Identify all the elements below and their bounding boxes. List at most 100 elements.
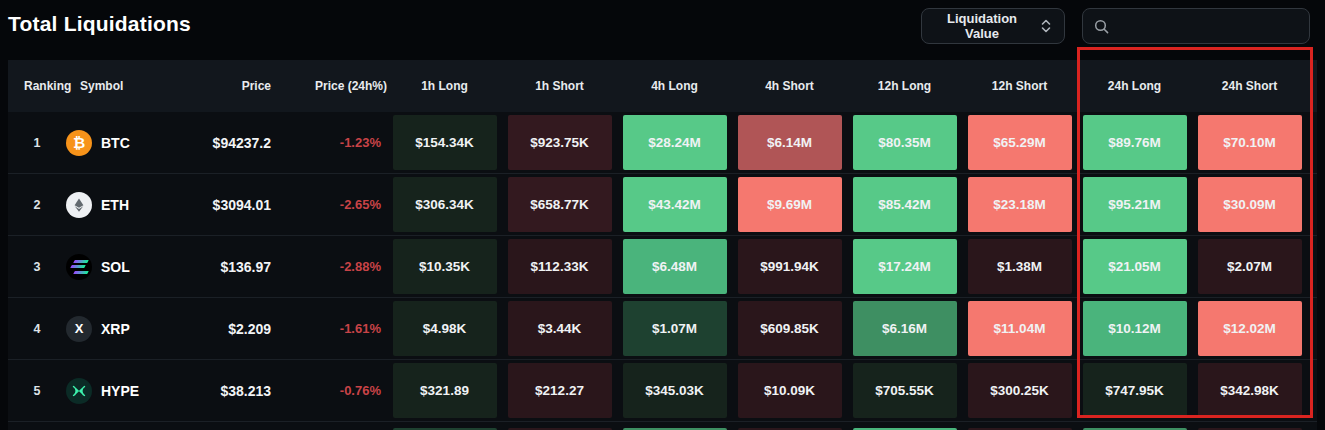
btc-icon: ₿ — [66, 130, 92, 156]
liquidation-cell-24h-short: $342.98K — [1198, 363, 1302, 418]
liquidation-cell-1h-short: $658.77K — [508, 177, 612, 232]
liquidation-cell-4h-long: $6.48M — [623, 239, 727, 294]
price-value: $2.209 — [191, 321, 271, 337]
symbol-cell: X XRP — [66, 316, 191, 342]
price-value: $94237.2 — [191, 135, 271, 151]
rank-value: 1 — [8, 136, 66, 150]
liquidation-cell-24h-short: $12.02M — [1198, 301, 1302, 356]
table-row-eth[interactable]: 2 ETH $3094.01-2.65% $306.34K$658.77K$43.42… — [8, 174, 1317, 236]
liquidation-cell-12h-short: $11.04M — [968, 301, 1072, 356]
search-box[interactable] — [1082, 8, 1310, 44]
price-change-value: -2.88% — [271, 259, 387, 274]
price-value: $136.97 — [191, 259, 271, 275]
liquidation-cell-1h-short: $112.33K — [508, 239, 612, 294]
liquidation-cell-12h-short: $1.38M — [968, 239, 1072, 294]
rank-value: 2 — [8, 198, 66, 212]
symbol-label: XRP — [101, 321, 130, 337]
sol-icon — [66, 254, 92, 280]
symbol-label: HYPE — [101, 383, 139, 399]
liquidation-cell-4h-short: $6.14M — [738, 115, 842, 170]
liquidation-cell-1h-short: $212.27 — [508, 363, 612, 418]
column-header-price[interactable]: Price — [191, 79, 271, 93]
liquidation-cell-24h-long: $95.21M — [1083, 177, 1187, 232]
liquidation-cell-1h-long: $306.34K — [393, 177, 497, 232]
liquidation-cell-12h-short: $300.25K — [968, 363, 1072, 418]
column-header-24h-long[interactable]: 24h Long — [1077, 79, 1192, 93]
liquidation-cell-1h-long: $4.98K — [393, 301, 497, 356]
liquidation-cell-12h-short: $23.18M — [968, 177, 1072, 232]
liquidation-cell-4h-long: $28.24M — [623, 115, 727, 170]
liquidation-cell-24h-short: $70.10M — [1198, 115, 1302, 170]
symbol-cell: ₿ BTC — [66, 130, 191, 156]
liquidations-page: Total Liquidations Liquidation Value — [0, 0, 1325, 430]
column-header-symbol[interactable]: Symbol — [66, 79, 191, 93]
liquidation-cell-12h-long: $6.16M — [853, 301, 957, 356]
top-bar: Total Liquidations Liquidation Value — [0, 0, 1325, 60]
liquidation-cell-4h-short: $10.09K — [738, 363, 842, 418]
liquidation-table-body: 1₿ BTC $94237.2-1.23% $154.34K$923.75K$28.2… — [8, 112, 1317, 422]
column-header-1h-long[interactable]: 1h Long — [387, 79, 502, 93]
liquidation-cell-1h-short: $3.44K — [508, 301, 612, 356]
table-row-hype[interactable]: 5 HYPE $38.213-0.76% $321.89$212.27$345.03K… — [8, 360, 1317, 422]
table-row-xrp[interactable]: 4X XRP $2.209-1.61% $4.98K$3.44K$1.07M$609.… — [8, 298, 1317, 360]
symbol-label: ETH — [101, 197, 129, 213]
column-header-1h-short[interactable]: 1h Short — [502, 79, 617, 93]
liquidations-table: RankingSymbolPricePrice (24h%)1h Long1h … — [8, 60, 1317, 430]
hype-icon — [66, 378, 92, 404]
page-title: Total Liquidations — [8, 12, 191, 36]
liquidation-cell-1h-long: $10.35K — [393, 239, 497, 294]
price-value: $38.213 — [191, 383, 271, 399]
liquidation-cell-1h-short: $923.75K — [508, 115, 612, 170]
column-header-price-24h-[interactable]: Price (24h%) — [271, 79, 387, 93]
rank-value: 3 — [8, 260, 66, 274]
column-header-4h-short[interactable]: 4h Short — [732, 79, 847, 93]
rank-value: 5 — [8, 384, 66, 398]
table-header-row: RankingSymbolPricePrice (24h%)1h Long1h … — [8, 60, 1317, 112]
liquidation-cell-24h-long: $747.95K — [1083, 363, 1187, 418]
liquidation-cell-12h-short: $65.29M — [968, 115, 1072, 170]
liquidation-cell-12h-long: $17.24M — [853, 239, 957, 294]
xrp-icon: X — [66, 316, 92, 342]
liquidation-cell-1h-long: $154.34K — [393, 115, 497, 170]
symbol-cell: SOL — [66, 254, 191, 280]
column-header-12h-short[interactable]: 12h Short — [962, 79, 1077, 93]
liquidation-cell-12h-long: $80.35M — [853, 115, 957, 170]
chevron-updown-icon — [1040, 18, 1052, 34]
column-header-ranking[interactable]: Ranking — [8, 79, 66, 93]
price-change-value: -1.61% — [271, 321, 387, 336]
search-input[interactable] — [1118, 19, 1299, 34]
liquidation-value-dropdown[interactable]: Liquidation Value — [921, 8, 1065, 44]
liquidation-cell-24h-long: $89.76M — [1083, 115, 1187, 170]
column-header-12h-long[interactable]: 12h Long — [847, 79, 962, 93]
liquidation-cell-4h-short: $9.69M — [738, 177, 842, 232]
symbol-label: SOL — [101, 259, 130, 275]
dropdown-label: Liquidation Value — [934, 11, 1030, 41]
table-row-sol[interactable]: 3 SOL $136.97-2.88% $10.35K$112.33K$6.48M$9… — [8, 236, 1317, 298]
table-row-btc[interactable]: 1₿ BTC $94237.2-1.23% $154.34K$923.75K$28.2… — [8, 112, 1317, 174]
liquidation-cell-12h-long: $705.55K — [853, 363, 957, 418]
liquidation-cell-24h-long: $21.05M — [1083, 239, 1187, 294]
liquidation-cell-4h-short: $991.94K — [738, 239, 842, 294]
liquidation-cell-24h-long: $10.12M — [1083, 301, 1187, 356]
liquidation-cell-1h-long: $321.89 — [393, 363, 497, 418]
partial-next-row — [8, 422, 1317, 430]
column-header-4h-long[interactable]: 4h Long — [617, 79, 732, 93]
liquidation-cell-24h-short: $2.07M — [1198, 239, 1302, 294]
column-header-24h-short[interactable]: 24h Short — [1192, 79, 1307, 93]
liquidation-cell-24h-short: $30.09M — [1198, 177, 1302, 232]
liquidation-cell-4h-long: $1.07M — [623, 301, 727, 356]
eth-icon — [66, 192, 92, 218]
liquidation-cell-12h-long: $85.42M — [853, 177, 957, 232]
price-value: $3094.01 — [191, 197, 271, 213]
price-change-value: -1.23% — [271, 135, 387, 150]
search-icon — [1093, 18, 1110, 35]
liquidation-cell-4h-long: $345.03K — [623, 363, 727, 418]
liquidation-cell-4h-short: $609.85K — [738, 301, 842, 356]
price-change-value: -0.76% — [271, 383, 387, 398]
symbol-label: BTC — [101, 135, 130, 151]
liquidation-cell-4h-long: $43.42M — [623, 177, 727, 232]
rank-value: 4 — [8, 322, 66, 336]
symbol-cell: HYPE — [66, 378, 191, 404]
symbol-cell: ETH — [66, 192, 191, 218]
price-change-value: -2.65% — [271, 197, 387, 212]
